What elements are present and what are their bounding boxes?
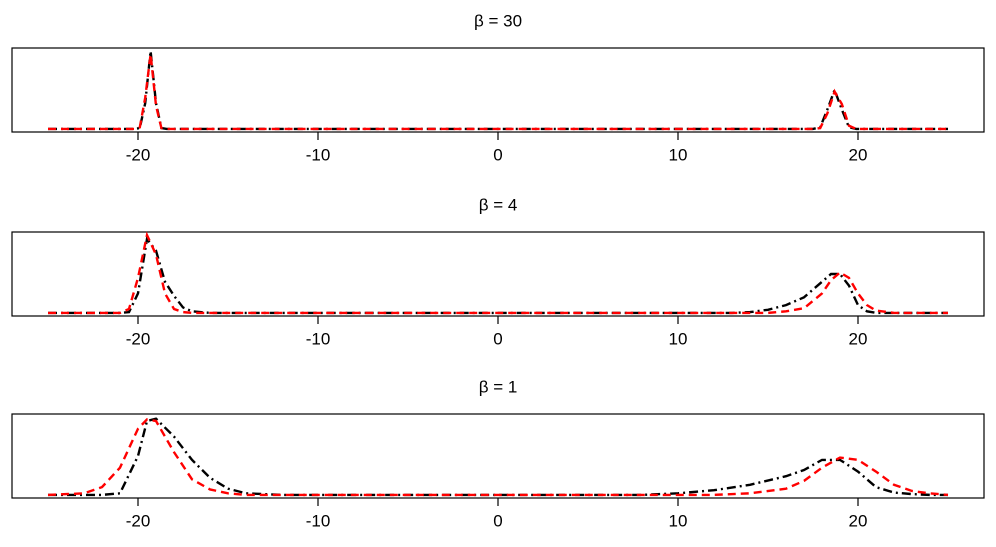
x-tick-label: 0 — [493, 145, 502, 164]
x-tick-label: 20 — [849, 145, 868, 164]
plot-box — [11, 47, 985, 133]
density-line — [48, 236, 948, 315]
x-tick-label: 0 — [493, 511, 502, 530]
x-tick-label: -20 — [126, 329, 151, 348]
density-line — [48, 231, 948, 315]
density-line — [48, 417, 948, 497]
x-tick-label: -10 — [306, 329, 331, 348]
panel-title: β = 30 — [474, 11, 522, 30]
density-line — [48, 50, 948, 131]
x-tick-label: 20 — [849, 329, 868, 348]
x-tick-label: -20 — [126, 145, 151, 164]
x-tick-label: 20 — [849, 511, 868, 530]
panel-title: β = 1 — [479, 377, 518, 396]
x-tick-label: -10 — [306, 511, 331, 530]
panel-title: β = 4 — [479, 195, 518, 214]
x-tick-label: -20 — [126, 511, 151, 530]
x-tick-label: -10 — [306, 145, 331, 164]
density-line — [48, 54, 948, 131]
density-line — [47, 418, 949, 497]
x-tick-label: 10 — [669, 145, 688, 164]
x-tick-label: 10 — [669, 329, 688, 348]
x-tick-label: 0 — [493, 329, 502, 348]
plot-box — [11, 413, 985, 499]
x-tick-label: 10 — [669, 511, 688, 530]
